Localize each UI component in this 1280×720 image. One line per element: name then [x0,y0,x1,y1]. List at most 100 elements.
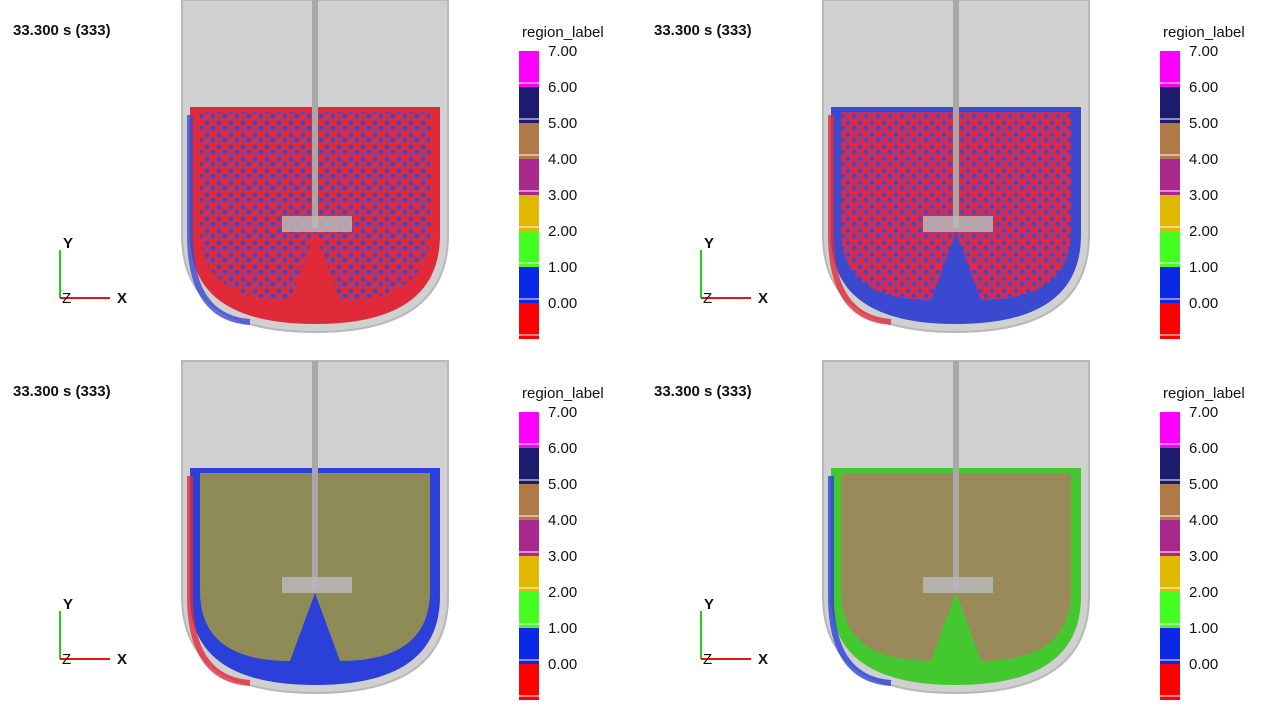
legend-swatch [519,87,539,123]
shaft [953,0,959,228]
axis-label-z: Z [62,651,71,668]
impeller [923,216,993,232]
legend-swatch [519,448,539,484]
legend-swatch [519,123,539,159]
legend-label: 3.00 [1189,548,1218,565]
legend-swatch [1160,231,1180,267]
panel: 33.300 s (333) region_label 7.00 6.00 5.00 4.… [13,0,604,339]
legend-swatch [519,231,539,267]
fluid-edge [828,115,892,325]
legend-label: 3.00 [548,548,577,565]
legend-swatch [519,159,539,195]
axis-label-x: X [117,290,127,307]
legend-title: region_label [1163,24,1245,41]
legend-label: 6.00 [548,440,577,457]
time-label: 33.300 s (333) [13,22,111,39]
legend-label: 3.00 [548,187,577,204]
legend-title: region_label [522,385,604,402]
legend-label: 5.00 [548,115,577,132]
axis-label-z: Z [703,290,712,307]
time-label: 33.300 s (333) [654,22,752,39]
legend-swatch [1160,87,1180,123]
legend-swatch [1160,159,1180,195]
legend-swatch [519,484,539,520]
legend-label: 5.00 [1189,476,1218,493]
axis-label-y: Y [704,235,714,252]
legend-label: 1.00 [1189,259,1218,276]
legend-swatch [1160,556,1180,592]
legend-label: 2.00 [1189,223,1218,240]
legend-label: 0.00 [548,295,577,312]
legend-swatch [1160,267,1180,303]
legend-swatch [1160,195,1180,231]
fluid-edge [187,115,251,325]
legend-label: 0.00 [1189,656,1218,673]
legend-swatch [519,303,539,339]
legend-label: 2.00 [548,584,577,601]
legend-label: 5.00 [548,476,577,493]
legend-swatch [519,51,539,87]
legend-label: 4.00 [1189,512,1218,529]
panel: 33.300 s (333) region_label 7.00 6.00 5.00 4.… [13,360,604,700]
legend-label: 0.00 [548,656,577,673]
axis-label-z: Z [62,290,71,307]
panel: 33.300 s (333) region_label 7.00 6.00 5.00 4.… [654,0,1245,339]
legend-swatch [1160,303,1180,339]
legend-label: 2.00 [1189,584,1218,601]
legend-swatch [1160,123,1180,159]
legend-swatch [519,195,539,231]
shaft [953,361,959,589]
axis-label-x: X [117,651,127,668]
legend-label: 2.00 [548,223,577,240]
fluid-edge [828,476,892,686]
legend-swatch [519,520,539,556]
time-label: 33.300 s (333) [654,383,752,400]
axis-label-x: X [758,651,768,668]
impeller [282,577,352,593]
legend-title: region_label [522,24,604,41]
legend-label: 1.00 [548,259,577,276]
legend-label: 7.00 [1189,43,1218,60]
legend-title: region_label [1163,385,1245,402]
axis-label-y: Y [63,235,73,252]
axis-label-x: X [758,290,768,307]
legend-swatch [1160,51,1180,87]
legend-label: 7.00 [1189,404,1218,421]
legend-swatch [519,592,539,628]
legend-swatch [519,664,539,700]
legend-swatch [1160,484,1180,520]
legend-swatch [1160,412,1180,448]
legend-label: 4.00 [1189,151,1218,168]
legend-swatch [519,267,539,303]
legend-swatch [1160,628,1180,664]
legend-swatch [519,412,539,448]
legend-swatch [1160,520,1180,556]
legend-label: 7.00 [548,43,577,60]
legend-label: 4.00 [548,512,577,529]
time-label: 33.300 s (333) [13,383,111,400]
fluid-edge [187,476,251,686]
impeller [282,216,352,232]
shaft [312,361,318,589]
legend-swatch [1160,664,1180,700]
legend-label: 0.00 [1189,295,1218,312]
legend-label: 4.00 [548,151,577,168]
legend-swatch [1160,448,1180,484]
legend-label: 6.00 [548,79,577,96]
legend-swatch [519,628,539,664]
legend-label: 7.00 [548,404,577,421]
axis-label-z: Z [703,651,712,668]
legend-label: 3.00 [1189,187,1218,204]
axis-label-y: Y [63,596,73,613]
legend-label: 6.00 [1189,79,1218,96]
legend-label: 1.00 [1189,620,1218,637]
shaft [312,0,318,228]
legend-swatch [1160,592,1180,628]
panel: 33.300 s (333) region_label 7.00 6.00 5.00 4.… [654,360,1245,700]
legend-label: 5.00 [1189,115,1218,132]
legend-label: 1.00 [548,620,577,637]
legend-swatch [519,556,539,592]
impeller [923,577,993,593]
legend-label: 6.00 [1189,440,1218,457]
